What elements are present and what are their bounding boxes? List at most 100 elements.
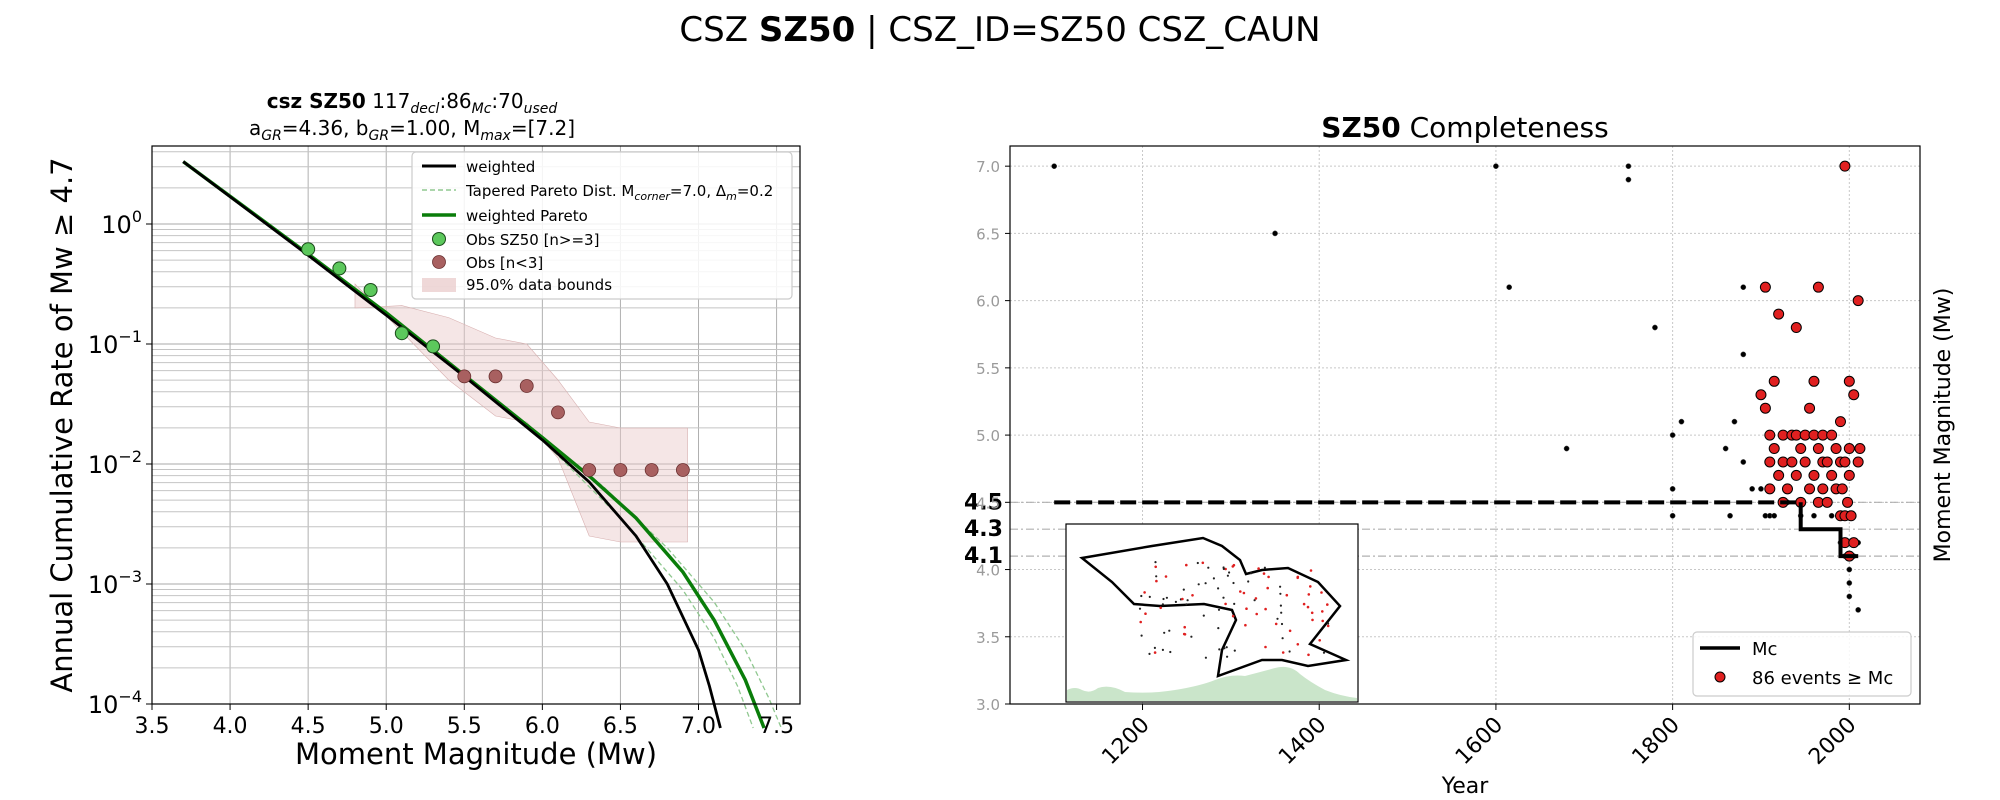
inset-terrain <box>1067 666 1357 701</box>
black-event-point <box>1669 512 1676 519</box>
black-event-point <box>1727 512 1733 519</box>
inset-dot <box>1280 611 1283 614</box>
black-event-point <box>1722 445 1729 452</box>
inset-dot <box>1138 607 1142 610</box>
legend-obs-low-swatch <box>432 255 446 269</box>
inset-dot <box>1204 656 1207 659</box>
black-event-point <box>1740 459 1747 465</box>
obs-low-point <box>551 405 565 420</box>
inset-dot <box>1296 643 1300 646</box>
inset-dot <box>1318 639 1321 642</box>
red-event-point <box>1773 308 1785 320</box>
obs-low-point <box>488 369 503 384</box>
inset-dot <box>1185 563 1188 567</box>
inset-dot <box>1165 596 1168 599</box>
red-event-point <box>1804 402 1816 414</box>
right-legend: Mc 86 events ≥ Mc <box>1692 631 1912 697</box>
red-event-point <box>1812 281 1824 293</box>
red-event-point <box>1764 429 1776 441</box>
inset-dot <box>1202 614 1205 617</box>
inset-dot <box>1226 655 1229 658</box>
inset-dot <box>1296 576 1299 580</box>
left-x-tick-label: 7.0 <box>681 714 716 739</box>
inset-dot <box>1233 649 1236 652</box>
red-event-point <box>1795 443 1807 455</box>
red-event-point <box>1768 443 1780 455</box>
inset-map <box>1065 523 1359 703</box>
red-event-point <box>1812 443 1824 455</box>
inset-dot <box>1144 612 1147 615</box>
red-event-point <box>1843 375 1855 387</box>
red-event-point <box>1764 456 1776 468</box>
red-event-point <box>1836 483 1848 495</box>
inset-dot <box>1262 572 1266 575</box>
inset-dot <box>1279 592 1282 595</box>
inset-dot <box>1326 624 1330 628</box>
inset-dot <box>1139 620 1142 624</box>
red-event-point <box>1781 483 1793 495</box>
right-y-tick-label: 7.0 <box>976 158 1000 176</box>
inset-dot <box>1148 595 1151 599</box>
black-event-point <box>1563 445 1570 452</box>
legend-obs-main-label: Obs SZ50 [n>=3] <box>466 231 599 249</box>
right-chart: SZ50 Completeness 4.5 4.34.1 1200 1400 1600… <box>964 111 1956 799</box>
inset-dot <box>1321 610 1324 613</box>
left-y-tick-label: 100 <box>101 207 142 239</box>
inset-dot <box>1182 588 1185 591</box>
inset-dot <box>1232 581 1235 585</box>
black-event-point <box>1846 593 1853 600</box>
left-y-tick-label: 10−4 <box>88 687 142 719</box>
red-event-point <box>1852 295 1864 307</box>
inset-dot <box>1169 650 1172 654</box>
right-y-tick-label: 4.5 <box>976 494 1000 512</box>
inset-dot <box>1164 575 1168 578</box>
left-x-tick-label: 4.0 <box>213 714 248 739</box>
red-event-point <box>1764 483 1776 495</box>
red-event-point <box>1817 483 1829 495</box>
legend-tapered-label: Tapered Pareto Dist. Mcorner=7.0, Δm=0.2 <box>465 182 773 203</box>
inset-dot <box>1279 585 1282 588</box>
inset-dot <box>1322 651 1326 654</box>
red-event-point <box>1759 281 1771 293</box>
left-y-ticks: 100 10−1 10−2 10−3 10−4 <box>88 207 152 719</box>
red-event-point <box>1852 456 1864 468</box>
inset-dot <box>1186 599 1189 602</box>
red-event-point <box>1808 469 1820 481</box>
right-y-label: Moment Magnitude (Mw) <box>1931 288 1956 563</box>
inset-dot <box>1225 646 1228 649</box>
inset-dot <box>1327 622 1330 625</box>
red-event-point <box>1799 456 1811 468</box>
inset-dot <box>1155 575 1158 578</box>
right-y-tick-label: 4.0 <box>976 562 1000 580</box>
red-event-point <box>1790 469 1802 481</box>
right-x-tick-label: 1400 <box>1274 713 1331 770</box>
left-x-tick-label: 5.5 <box>447 714 482 739</box>
red-event-point <box>1768 375 1780 387</box>
legend-weighted-label: weighted <box>466 158 535 176</box>
left-x-ticks: 3.5 4.0 4.5 5.0 5.5 6.0 6.5 7.0 7.5 <box>135 704 794 739</box>
mc-label: 4.1 <box>964 544 1003 569</box>
inset-dot <box>1274 622 1278 626</box>
inset-dot <box>1140 594 1143 598</box>
mc-label: 4.3 <box>964 517 1003 542</box>
legend-events-swatch <box>1714 671 1726 683</box>
inset-dot <box>1281 637 1284 640</box>
left-observations <box>301 242 690 477</box>
inset-dot <box>1222 566 1225 569</box>
inset-event-dots <box>1138 561 1330 659</box>
red-event-point <box>1786 456 1798 468</box>
inset-dot <box>1218 648 1221 651</box>
inset-dot <box>1185 603 1188 606</box>
right-y-tick-label: 6.0 <box>976 293 1000 311</box>
black-event-point <box>1740 351 1747 358</box>
right-y-tick-label: 3.5 <box>976 629 1000 647</box>
inset-dot <box>1310 611 1314 615</box>
inset-dot <box>1153 646 1156 650</box>
black-event-point <box>1625 176 1632 183</box>
inset-dot <box>1311 618 1314 622</box>
red-event-point <box>1826 429 1838 441</box>
right-y-tick-label: 6.5 <box>976 225 1000 243</box>
inset-dot <box>1254 597 1258 600</box>
legend-bounds-label: 95.0% data bounds <box>466 276 612 294</box>
legend-obs-low-label: Obs [n<3] <box>466 254 543 272</box>
